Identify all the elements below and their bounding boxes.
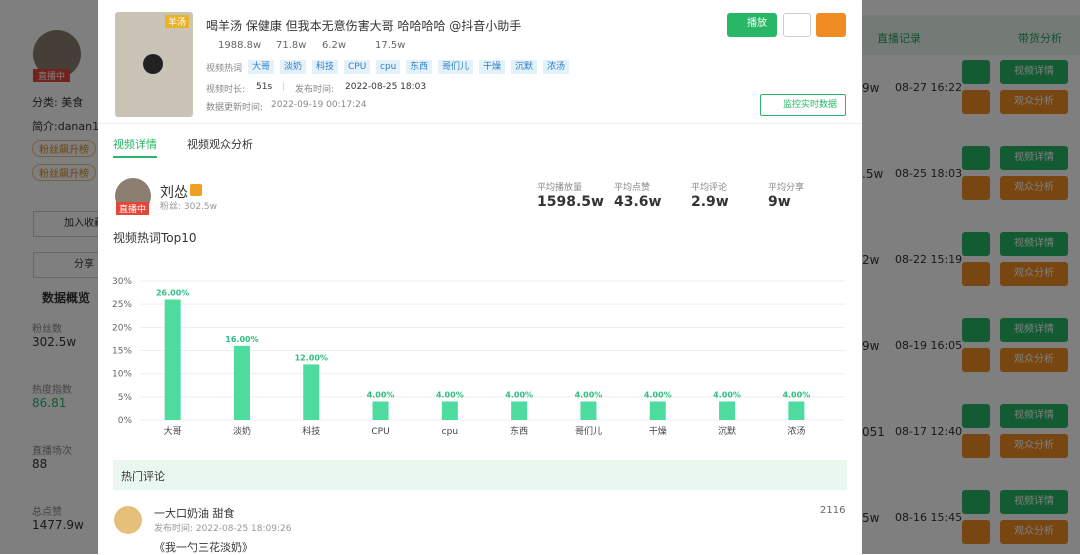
bar — [788, 401, 805, 420]
value-label: 4.00% — [367, 390, 395, 399]
bar — [233, 345, 250, 420]
divider — [98, 123, 862, 124]
comment-text: 《我一勺三花淡奶》 — [154, 541, 253, 554]
tab[interactable]: 视频观众分析 — [187, 138, 253, 151]
metric-value: 2.9w — [691, 194, 729, 210]
comment-likes: 2116 — [820, 505, 846, 516]
tab-active[interactable]: 视频详情 — [113, 138, 157, 151]
hot-word-tag: 科技 — [312, 60, 339, 74]
metric-value: 1598.5w — [537, 194, 604, 210]
hot-word-tag: CPU — [344, 60, 371, 74]
video-stat: 1988.8w — [218, 40, 262, 51]
metric-value: 9w — [768, 194, 791, 210]
bar — [441, 401, 458, 420]
y-tick-label: 25% — [112, 300, 132, 310]
play-icon[interactable] — [143, 54, 163, 74]
bar — [580, 401, 597, 420]
play-button[interactable]: 播放 — [727, 13, 777, 37]
comment-time: 发布时间: 2022-08-25 18:09:26 — [154, 524, 292, 534]
video-stat: 71.8w — [276, 40, 307, 51]
x-tick-label: 科技 — [302, 425, 320, 437]
hot-word-tag: 大哥 — [248, 60, 275, 74]
x-tick-label: 浓汤 — [787, 426, 805, 437]
x-tick-label: cpu — [442, 427, 458, 437]
y-tick-label: 5% — [118, 393, 133, 403]
chart-title: 视频热词Top10 — [113, 231, 197, 245]
y-tick-label: 20% — [112, 323, 132, 333]
qr-button[interactable] — [783, 13, 811, 37]
metric-value: 43.6w — [614, 194, 662, 210]
bar — [303, 364, 320, 420]
video-stat: 6.2w — [322, 40, 347, 51]
update-label: 数据更新时间: — [206, 103, 264, 113]
publish-label: 发布时间: — [295, 85, 335, 95]
x-tick-label: 干燥 — [649, 426, 667, 437]
x-tick-label: 沉默 — [718, 426, 736, 437]
value-label: 12.00% — [295, 353, 328, 362]
comments-title: 热门评论 — [121, 470, 165, 483]
bar — [372, 401, 389, 420]
hot-word-tag: 哥们儿 — [438, 60, 474, 74]
value-label: 4.00% — [782, 390, 810, 399]
bar — [164, 299, 181, 420]
y-tick-label: 10% — [112, 370, 132, 380]
tab-underline — [113, 156, 157, 158]
divider: | — [282, 82, 286, 92]
duration: 51s — [256, 82, 273, 92]
author-name: 刘怂 — [160, 185, 188, 201]
value-label: 26.00% — [156, 289, 189, 298]
bar — [649, 401, 666, 420]
metric-label: 平均分享 — [768, 183, 805, 193]
x-tick-label: 淡奶 — [233, 425, 251, 437]
hot-words-label: 视频热词 — [206, 64, 243, 74]
comment-avatar — [114, 506, 142, 534]
publish-time: 2022-08-25 18:03 — [345, 82, 427, 92]
y-tick-label: 30% — [112, 277, 132, 287]
hot-word-tag: 东西 — [406, 60, 433, 74]
collect-button[interactable] — [816, 13, 846, 37]
metric-label: 平均播放量 — [537, 183, 583, 193]
vip-icon — [190, 184, 202, 196]
metric-label: 平均评论 — [691, 183, 728, 193]
video-title: 喝羊汤 保健康 但我本无意伤害大哥 哈哈哈哈 @抖音小助手 — [206, 19, 522, 33]
x-tick-label: 东西 — [510, 425, 528, 437]
hot-word-tag: cpu — [376, 60, 401, 74]
monitor-button[interactable]: 监控实时数据 — [760, 94, 846, 116]
value-label: 16.00% — [225, 335, 258, 344]
x-tick-label: 哥们儿 — [575, 425, 602, 437]
bar — [719, 401, 736, 420]
value-label: 4.00% — [713, 390, 741, 399]
x-tick-label: 大哥 — [164, 425, 182, 437]
value-label: 4.00% — [436, 390, 464, 399]
comment-user: 一大口奶油 甜食 — [154, 507, 235, 520]
hot-word-tag: 淡奶 — [280, 60, 307, 74]
comments-header — [113, 460, 847, 490]
update-time: 2022-09-19 00:17:24 — [271, 100, 367, 110]
hot-word-tag: 干燥 — [479, 60, 506, 74]
value-label: 4.00% — [644, 390, 672, 399]
hot-word-tag: 沉默 — [511, 60, 538, 74]
y-tick-label: 0% — [118, 416, 133, 426]
author-fans: 粉丝: 302.5w — [160, 202, 218, 212]
live-badge: 直播中 — [116, 202, 150, 215]
value-label: 4.00% — [505, 390, 533, 399]
metric-label: 平均点赞 — [614, 183, 651, 193]
bar — [511, 401, 528, 420]
thumbnail-tag: 羊汤 — [165, 15, 190, 28]
value-label: 4.00% — [575, 390, 603, 399]
y-tick-label: 15% — [112, 347, 132, 357]
x-tick-label: CPU — [371, 427, 389, 437]
duration-label: 视频时长: — [206, 85, 246, 95]
video-stat: 17.5w — [375, 40, 406, 51]
hot-word-tag: 浓汤 — [543, 60, 570, 74]
